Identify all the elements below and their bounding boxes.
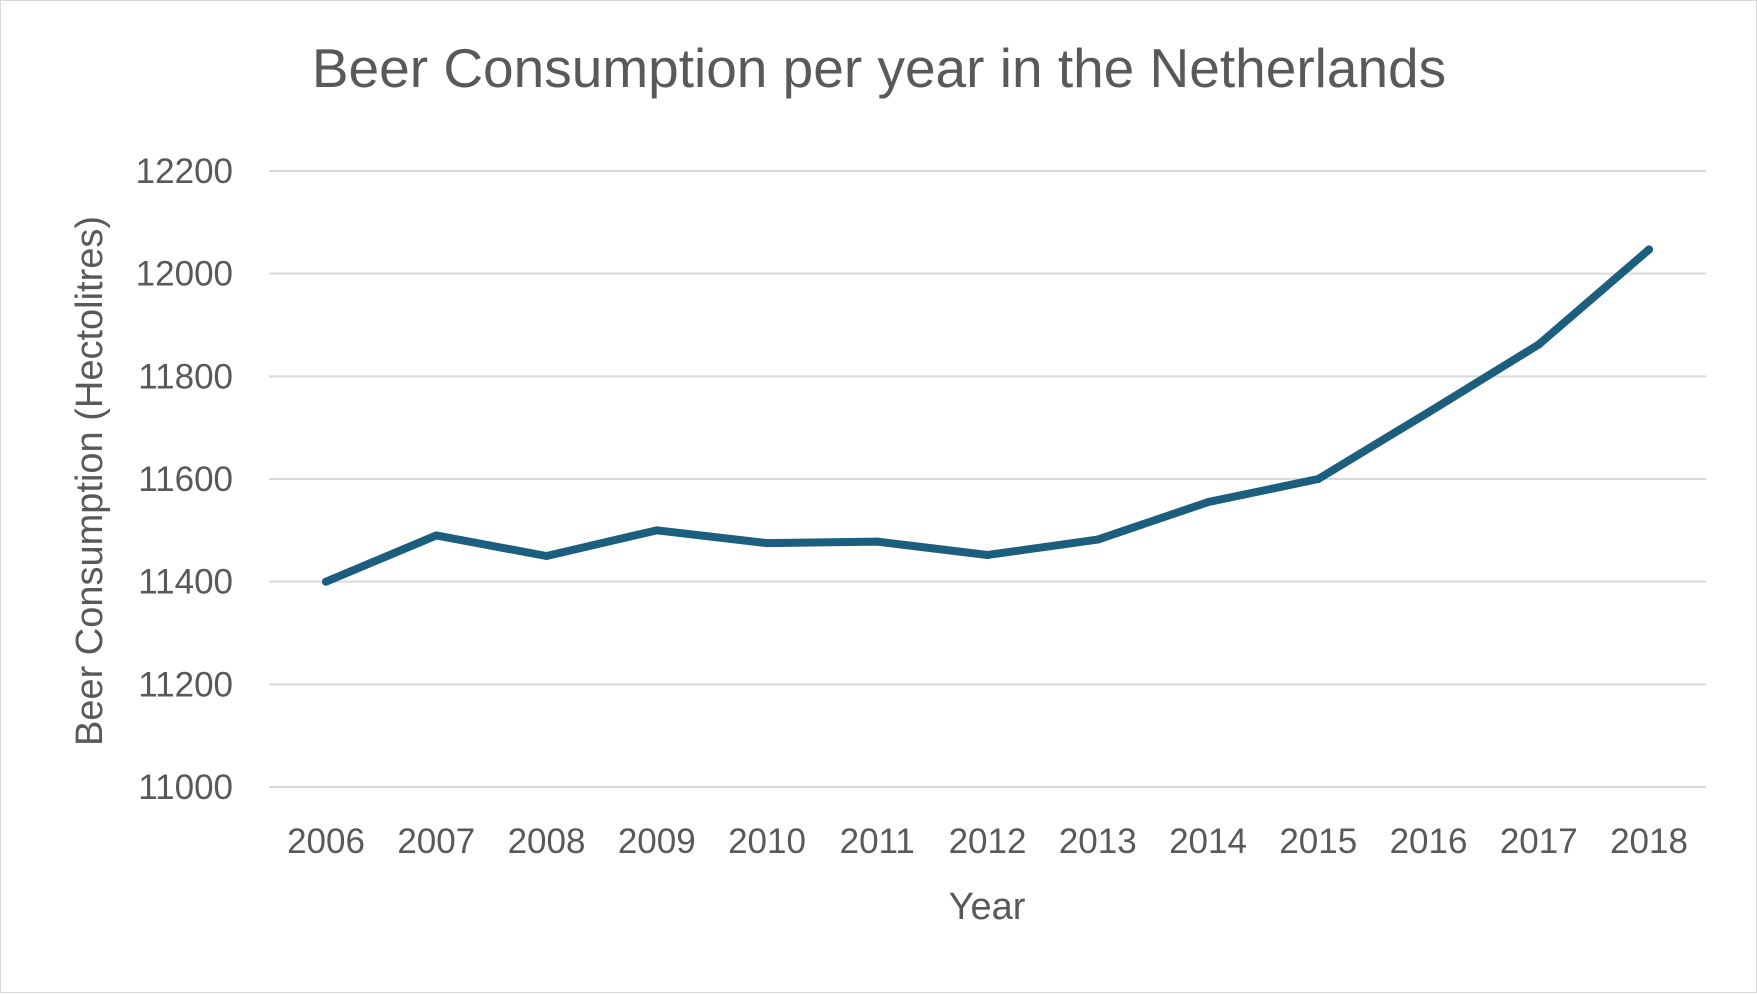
x-tick-label: 2006 <box>287 822 365 861</box>
series-group <box>322 245 1653 586</box>
y-tick-label: 12200 <box>136 152 233 191</box>
data-point <box>983 550 992 559</box>
data-point <box>873 537 882 546</box>
data-point <box>1534 340 1543 349</box>
x-tick-label: 2007 <box>397 822 475 861</box>
gridlines <box>269 170 1706 788</box>
data-point <box>432 531 441 540</box>
x-tick-label: 2016 <box>1390 822 1468 861</box>
x-tick-label: 2009 <box>618 822 696 861</box>
x-tick-label: 2015 <box>1279 822 1357 861</box>
x-tick-label: 2008 <box>508 822 586 861</box>
x-axis-title: Year <box>949 886 1026 928</box>
x-tick-label: 2018 <box>1610 822 1688 861</box>
x-tick-label: 2011 <box>840 822 915 861</box>
x-tick-label: 2012 <box>949 822 1027 861</box>
x-tick-label: 2017 <box>1500 822 1578 861</box>
data-point <box>1424 408 1433 417</box>
y-axis-tick-labels: 11000 11200 11400 11600 11800 12000 12200 <box>136 152 233 807</box>
x-tick-label: 2013 <box>1059 822 1137 861</box>
data-point <box>1645 245 1653 254</box>
data-point <box>763 539 771 548</box>
data-point <box>1093 535 1102 544</box>
y-tick-label: 11000 <box>138 768 233 807</box>
data-point <box>1204 498 1212 507</box>
chart-title: Beer Consumption per year in the Netherl… <box>312 37 1446 99</box>
x-axis-tick-labels: 2006 2007 2008 2009 2010 2011 2012 2013 2014 2015… <box>287 822 1688 861</box>
data-point <box>322 577 330 586</box>
y-tick-label: 11800 <box>138 357 233 396</box>
y-axis-title: Beer Consumption (Hectolitres) <box>69 216 111 746</box>
x-tick-label: 2014 <box>1169 822 1247 861</box>
y-tick-label: 12000 <box>136 255 233 294</box>
data-point <box>1314 475 1323 483</box>
x-tick-label: 2010 <box>728 822 806 861</box>
y-tick-label: 11400 <box>138 563 233 602</box>
data-point <box>652 526 661 535</box>
y-tick-label: 11600 <box>138 460 233 499</box>
data-point <box>542 552 551 560</box>
series-line <box>322 245 1653 586</box>
y-tick-label: 11200 <box>138 665 233 704</box>
